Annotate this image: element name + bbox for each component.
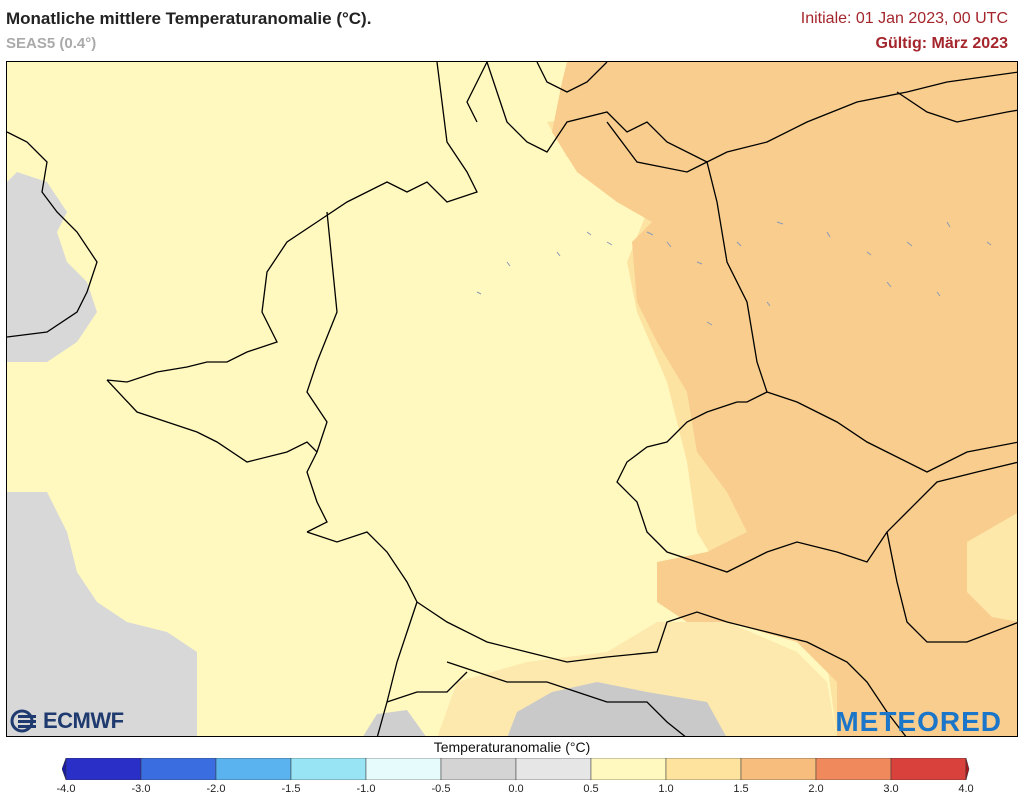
colorbar-tick-label: -3.0 <box>131 783 151 795</box>
colorbar-tick-label: 0.5 <box>583 783 599 795</box>
sea-area-west <box>7 172 97 362</box>
country-borders <box>7 62 1017 736</box>
colorbar-bin <box>215 758 292 780</box>
map-svg <box>7 62 1017 736</box>
colorbar-bin <box>140 758 217 780</box>
colorbar-bin <box>740 758 817 780</box>
colorbar-tick-label: 4.0 <box>958 783 974 795</box>
colorbar-bins <box>65 758 967 780</box>
colorbar-tick-label: 2.0 <box>808 783 824 795</box>
map-area[interactable] <box>6 61 1018 737</box>
colorbar-bin <box>815 758 892 780</box>
colorbar-tick-label: 3.0 <box>883 783 899 795</box>
valid-time-label: Gültig: März 2023 <box>875 35 1008 52</box>
colorbar-tick-label: -0.5 <box>431 783 451 795</box>
model-label: SEAS5 (0.4°) <box>6 35 97 52</box>
colorbar-tick-label: 1.0 <box>658 783 674 795</box>
colorbar-bin <box>365 758 442 780</box>
lakes <box>476 221 992 326</box>
ecmwf-logo: ECMWF <box>10 708 124 734</box>
colorbar-tick-label: 0.0 <box>508 783 524 795</box>
colorbar-bin <box>590 758 667 780</box>
colorbar-under-arrow <box>62 758 67 780</box>
sea-area-southwest <box>7 492 197 736</box>
colorbar-tick-label: -2.0 <box>206 783 226 795</box>
colorbar <box>62 758 970 780</box>
colorbar-bin <box>890 758 967 780</box>
colorbar-tick-label: -1.5 <box>281 783 301 795</box>
anomaly-pocket-southeast <box>967 513 1017 622</box>
colorbar-ticks: -4.0 -3.0 -2.0 -1.5 -1.0 -0.5 0.0 0.5 1.0 1.5 2.0 3… <box>0 783 1024 797</box>
colorbar-bin <box>65 758 142 780</box>
colorbar-bin <box>290 758 367 780</box>
chart-title: Monatliche mittlere Temperaturanomalie (… <box>6 9 372 28</box>
colorbar-bin <box>440 758 517 780</box>
colorbar-tick-label: -1.0 <box>356 783 376 795</box>
colorbar-tick-label: -4.0 <box>56 783 76 795</box>
colorbar-over-arrow <box>965 758 970 780</box>
ecmwf-logo-text: ECMWF <box>43 708 124 733</box>
legend-title: Temperaturanomalie (°C) <box>433 739 591 755</box>
colorbar-bin <box>665 758 742 780</box>
meteored-logo: METEORED <box>835 706 1002 737</box>
anomaly-field-high <box>552 62 1017 736</box>
init-time-label: Initiale: 01 Jan 2023, 00 UTC <box>800 10 1008 27</box>
colorbar-tick-label: 1.5 <box>733 783 749 795</box>
ecmwf-icon <box>10 709 36 733</box>
alps-grey-area <box>507 682 726 736</box>
colorbar-bin <box>515 758 592 780</box>
